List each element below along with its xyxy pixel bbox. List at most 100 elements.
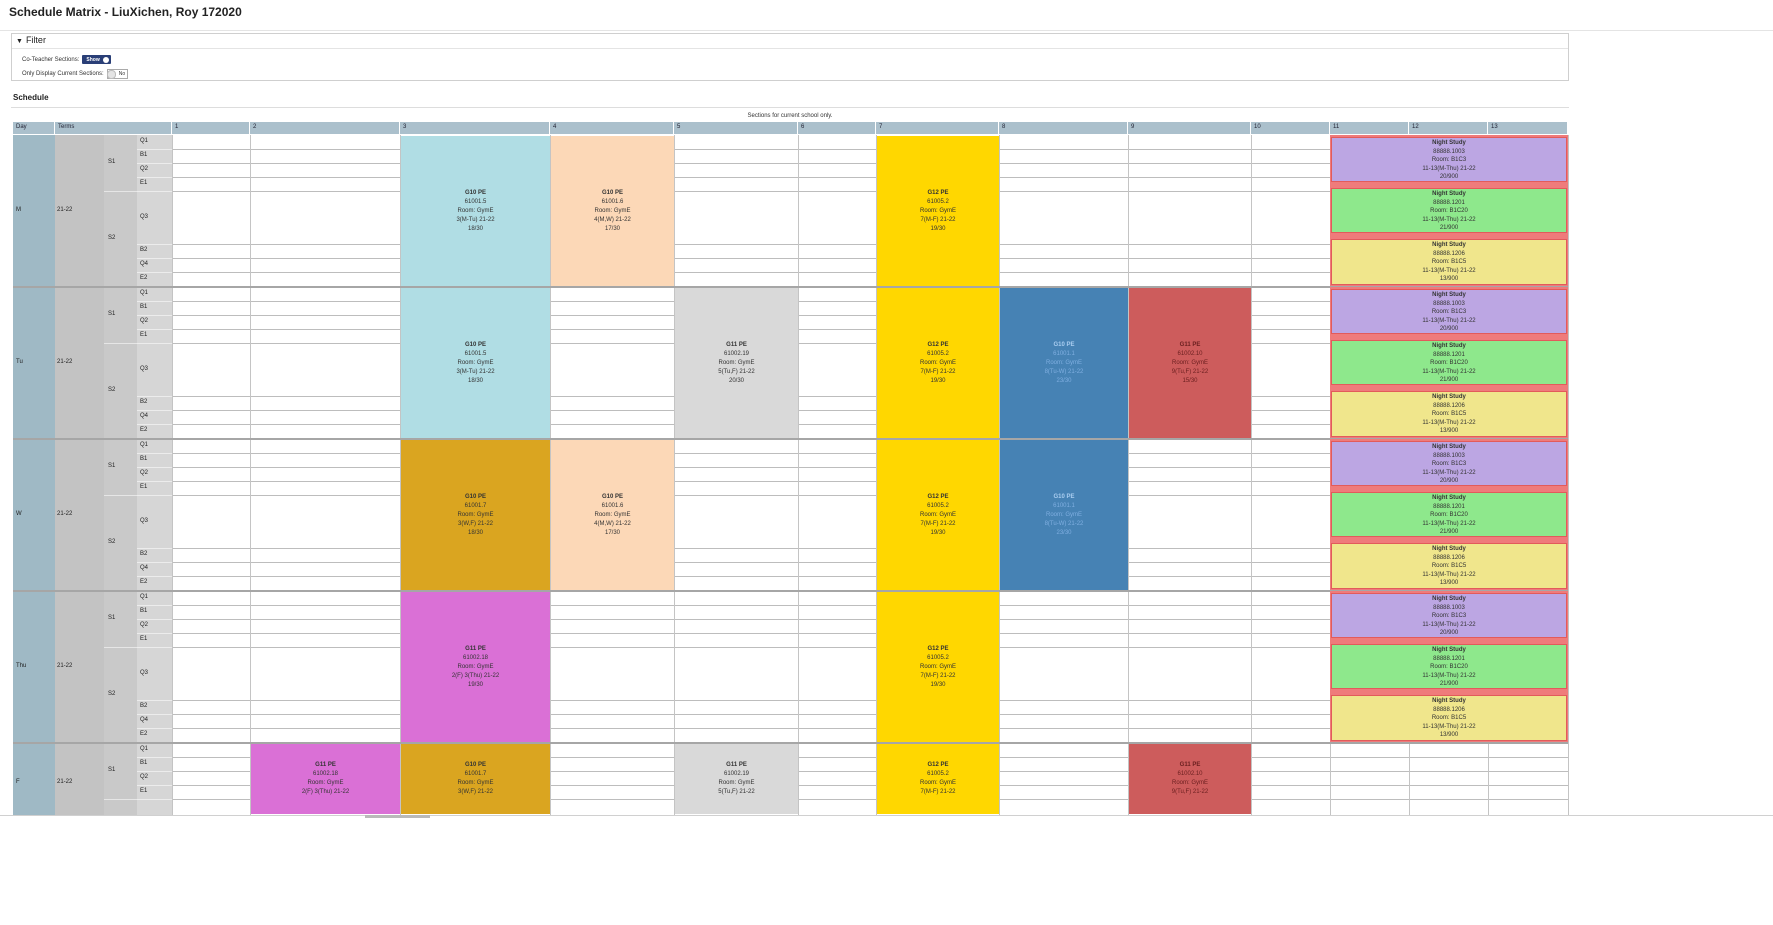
night-study-title: Night Study [1432, 596, 1466, 602]
course-title: G10 PE [601, 493, 623, 500]
course-block[interactable]: G12 PE 61005.2 Room: GymE 7(M-F) 21-22 19/30 [877, 288, 999, 438]
course-block[interactable]: G11 PE 61002.10 Room: GymE 9(Tu,F) 21-22 15/… [1129, 288, 1251, 438]
course-detail: Room: GymE [457, 663, 494, 670]
night-study-detail: 20/900 [1439, 174, 1459, 181]
night-study-detail: 88888.1206 [1433, 706, 1465, 713]
course-detail: 61002.10 [1177, 771, 1203, 777]
course-block[interactable]: G10 PE 61001.5 Room: GymE 3(M-Tu) 21-22 18/3… [401, 136, 550, 286]
row-line [172, 177, 1568, 178]
row-divider [137, 495, 172, 496]
course-detail: 18/30 [467, 529, 483, 536]
day-separator [13, 286, 1568, 288]
night-study-block[interactable]: Night Study 88888.1201 Room: B1C20 11-13(M-… [1331, 644, 1567, 689]
course-detail: 23/30 [1056, 377, 1072, 384]
co-teacher-toggle[interactable]: Show [82, 55, 111, 64]
row-line [172, 467, 1568, 468]
semester-divider [104, 191, 137, 192]
course-title: G10 PE [1053, 341, 1075, 348]
night-study-block[interactable]: Night Study 88888.1201 Room: B1C20 11-13(M-… [1331, 492, 1567, 537]
course-block[interactable]: G10 PE 61001.1 Room: GymE 8(Tu-W) 21-22 23/3… [1000, 288, 1128, 438]
night-study-block[interactable]: Night Study 88888.1206 Room: B1C5 11-13(M-T… [1331, 239, 1567, 285]
row-label: Q1 [140, 746, 149, 752]
night-study-title: Night Study [1432, 242, 1466, 248]
course-block[interactable]: G10 PE 61001.7 Room: GymE 3(W,F) 21-22 [401, 744, 550, 814]
night-study-detail: Room: B1C5 [1431, 411, 1467, 418]
filter-toggle[interactable]: ▼ Filter [16, 35, 46, 45]
night-study-detail: 11-13(M-Thu) 21-22 [1422, 165, 1476, 172]
course-block[interactable]: G11 PE 61002.18 Room: GymE 2(F) 3(Thu) 21-2… [401, 592, 550, 742]
night-study-title: Night Study [1432, 495, 1466, 501]
horizontal-scrollbar[interactable] [365, 815, 430, 818]
night-study-block[interactable]: Night Study 88888.1003 Room: B1C3 11-13(M-T… [1331, 441, 1567, 486]
course-detail: 3(M-Tu) 21-22 [456, 216, 495, 223]
row-label: E1 [140, 180, 148, 186]
night-study-detail: 88888.1206 [1433, 402, 1465, 409]
course-block[interactable]: G10 PE 61001.6 Room: GymE 4(M,W) 21-22 17/30 [551, 136, 674, 286]
course-block[interactable]: G11 PE 61002.19 Room: GymE 5(Tu,F) 21-22 20/… [675, 288, 798, 438]
row-line [172, 576, 1568, 577]
row-label: Q4 [140, 717, 149, 723]
only-current-toggle[interactable]: No [106, 69, 129, 79]
course-detail: 2(F) 3(Thu) 21-22 [301, 789, 350, 795]
toggle-knob-icon [102, 56, 109, 63]
course-detail: 19/30 [930, 225, 946, 232]
night-study-block[interactable]: Night Study 88888.1003 Room: B1C3 11-13(M-T… [1331, 137, 1567, 182]
course-block[interactable]: G12 PE 61005.2 Room: GymE 7(M-F) 21-22 [877, 744, 999, 814]
course-detail: 19/30 [930, 377, 946, 384]
night-study-detail: 11-13(M-Thu) 21-22 [1422, 571, 1476, 578]
row-divider [137, 272, 172, 273]
co-teacher-toggle-text: Show [86, 56, 100, 63]
row-divider [137, 548, 172, 549]
course-detail: 7(M-F) 21-22 [920, 368, 956, 375]
semester-label: S2 [108, 539, 116, 545]
row-divider [137, 714, 172, 715]
course-title: G10 PE [464, 341, 486, 348]
course-title: G12 PE [927, 762, 949, 768]
row-label: Q1 [140, 138, 149, 144]
course-detail: 5(Tu,F) 21-22 [718, 368, 755, 375]
course-detail: 61001.7 [464, 771, 487, 777]
semester-cell [104, 743, 137, 815]
night-study-block[interactable]: Night Study 88888.1206 Room: B1C5 11-13(M-T… [1331, 391, 1567, 437]
row-divider [137, 177, 172, 178]
night-study-block[interactable]: Night Study 88888.1201 Room: B1C20 11-13(M-… [1331, 188, 1567, 233]
row-line [172, 714, 1568, 715]
night-study-detail: 20/900 [1439, 326, 1459, 333]
course-block[interactable]: G12 PE 61005.2 Room: GymE 7(M-F) 21-22 19/30 [877, 440, 999, 590]
course-title: G10 PE [464, 493, 486, 500]
night-study-block[interactable]: Night Study 88888.1201 Room: B1C20 11-13(M-… [1331, 340, 1567, 385]
night-study-block[interactable]: Night Study 88888.1206 Room: B1C5 11-13(M-T… [1331, 543, 1567, 589]
column-line [798, 135, 799, 287]
course-detail: 2(F) 3(Thu) 21-22 [451, 672, 500, 679]
row-divider [137, 757, 172, 758]
course-block[interactable]: G10 PE 61001.1 Room: GymE 8(Tu-W) 21-22 23/3… [1000, 440, 1128, 590]
course-block[interactable]: G10 PE 61001.7 Room: GymE 3(W,F) 21-22 18/30 [401, 440, 550, 590]
night-study-detail: 11-13(M-Thu) 21-22 [1422, 267, 1476, 274]
night-study-block[interactable]: Night Study 88888.1206 Room: B1C5 11-13(M-T… [1331, 695, 1567, 741]
row-line [172, 481, 1568, 482]
course-block[interactable]: G11 PE 61002.18 Room: GymE 2(F) 3(Thu) 21-2… [251, 744, 400, 814]
course-block[interactable]: G10 PE 61001.6 Room: GymE 4(M,W) 21-22 17/30 [551, 440, 674, 590]
row-line [172, 562, 1568, 563]
column-line [1409, 743, 1410, 815]
course-block[interactable]: G11 PE 61002.10 Room: GymE 9(Tu,F) 21-22 [1129, 744, 1251, 814]
course-block[interactable]: G11 PE 61002.19 Room: GymE 5(Tu,F) 21-22 [675, 744, 798, 814]
course-title: G10 PE [1053, 493, 1075, 500]
row-line [172, 163, 1568, 164]
night-study-block[interactable]: Night Study 88888.1003 Room: B1C3 11-13(M-T… [1331, 289, 1567, 334]
row-line [172, 785, 1568, 786]
night-study-block[interactable]: Night Study 88888.1003 Room: B1C3 11-13(M-T… [1331, 593, 1567, 638]
row-divider [137, 700, 172, 701]
course-detail: 61001.7 [464, 502, 487, 509]
header-period: 13 [1488, 122, 1568, 134]
course-detail: 7(M-F) 21-22 [920, 789, 956, 795]
course-block[interactable]: G12 PE 61005.2 Room: GymE 7(M-F) 21-22 19/30 [877, 136, 999, 286]
course-detail: 4(M,W) 21-22 [594, 520, 631, 527]
course-block[interactable]: G12 PE 61005.2 Room: GymE 7(M-F) 21-22 19/30 [877, 592, 999, 742]
course-detail: Room: GymE [1045, 359, 1082, 366]
course-title: G11 PE [726, 341, 747, 348]
course-block[interactable]: G10 PE 61001.5 Room: GymE 3(M-Tu) 21-22 18/3… [401, 288, 550, 438]
course-detail: Room: GymE [457, 207, 494, 214]
header-period: 2 [250, 122, 400, 134]
semester-label: S2 [108, 235, 116, 241]
